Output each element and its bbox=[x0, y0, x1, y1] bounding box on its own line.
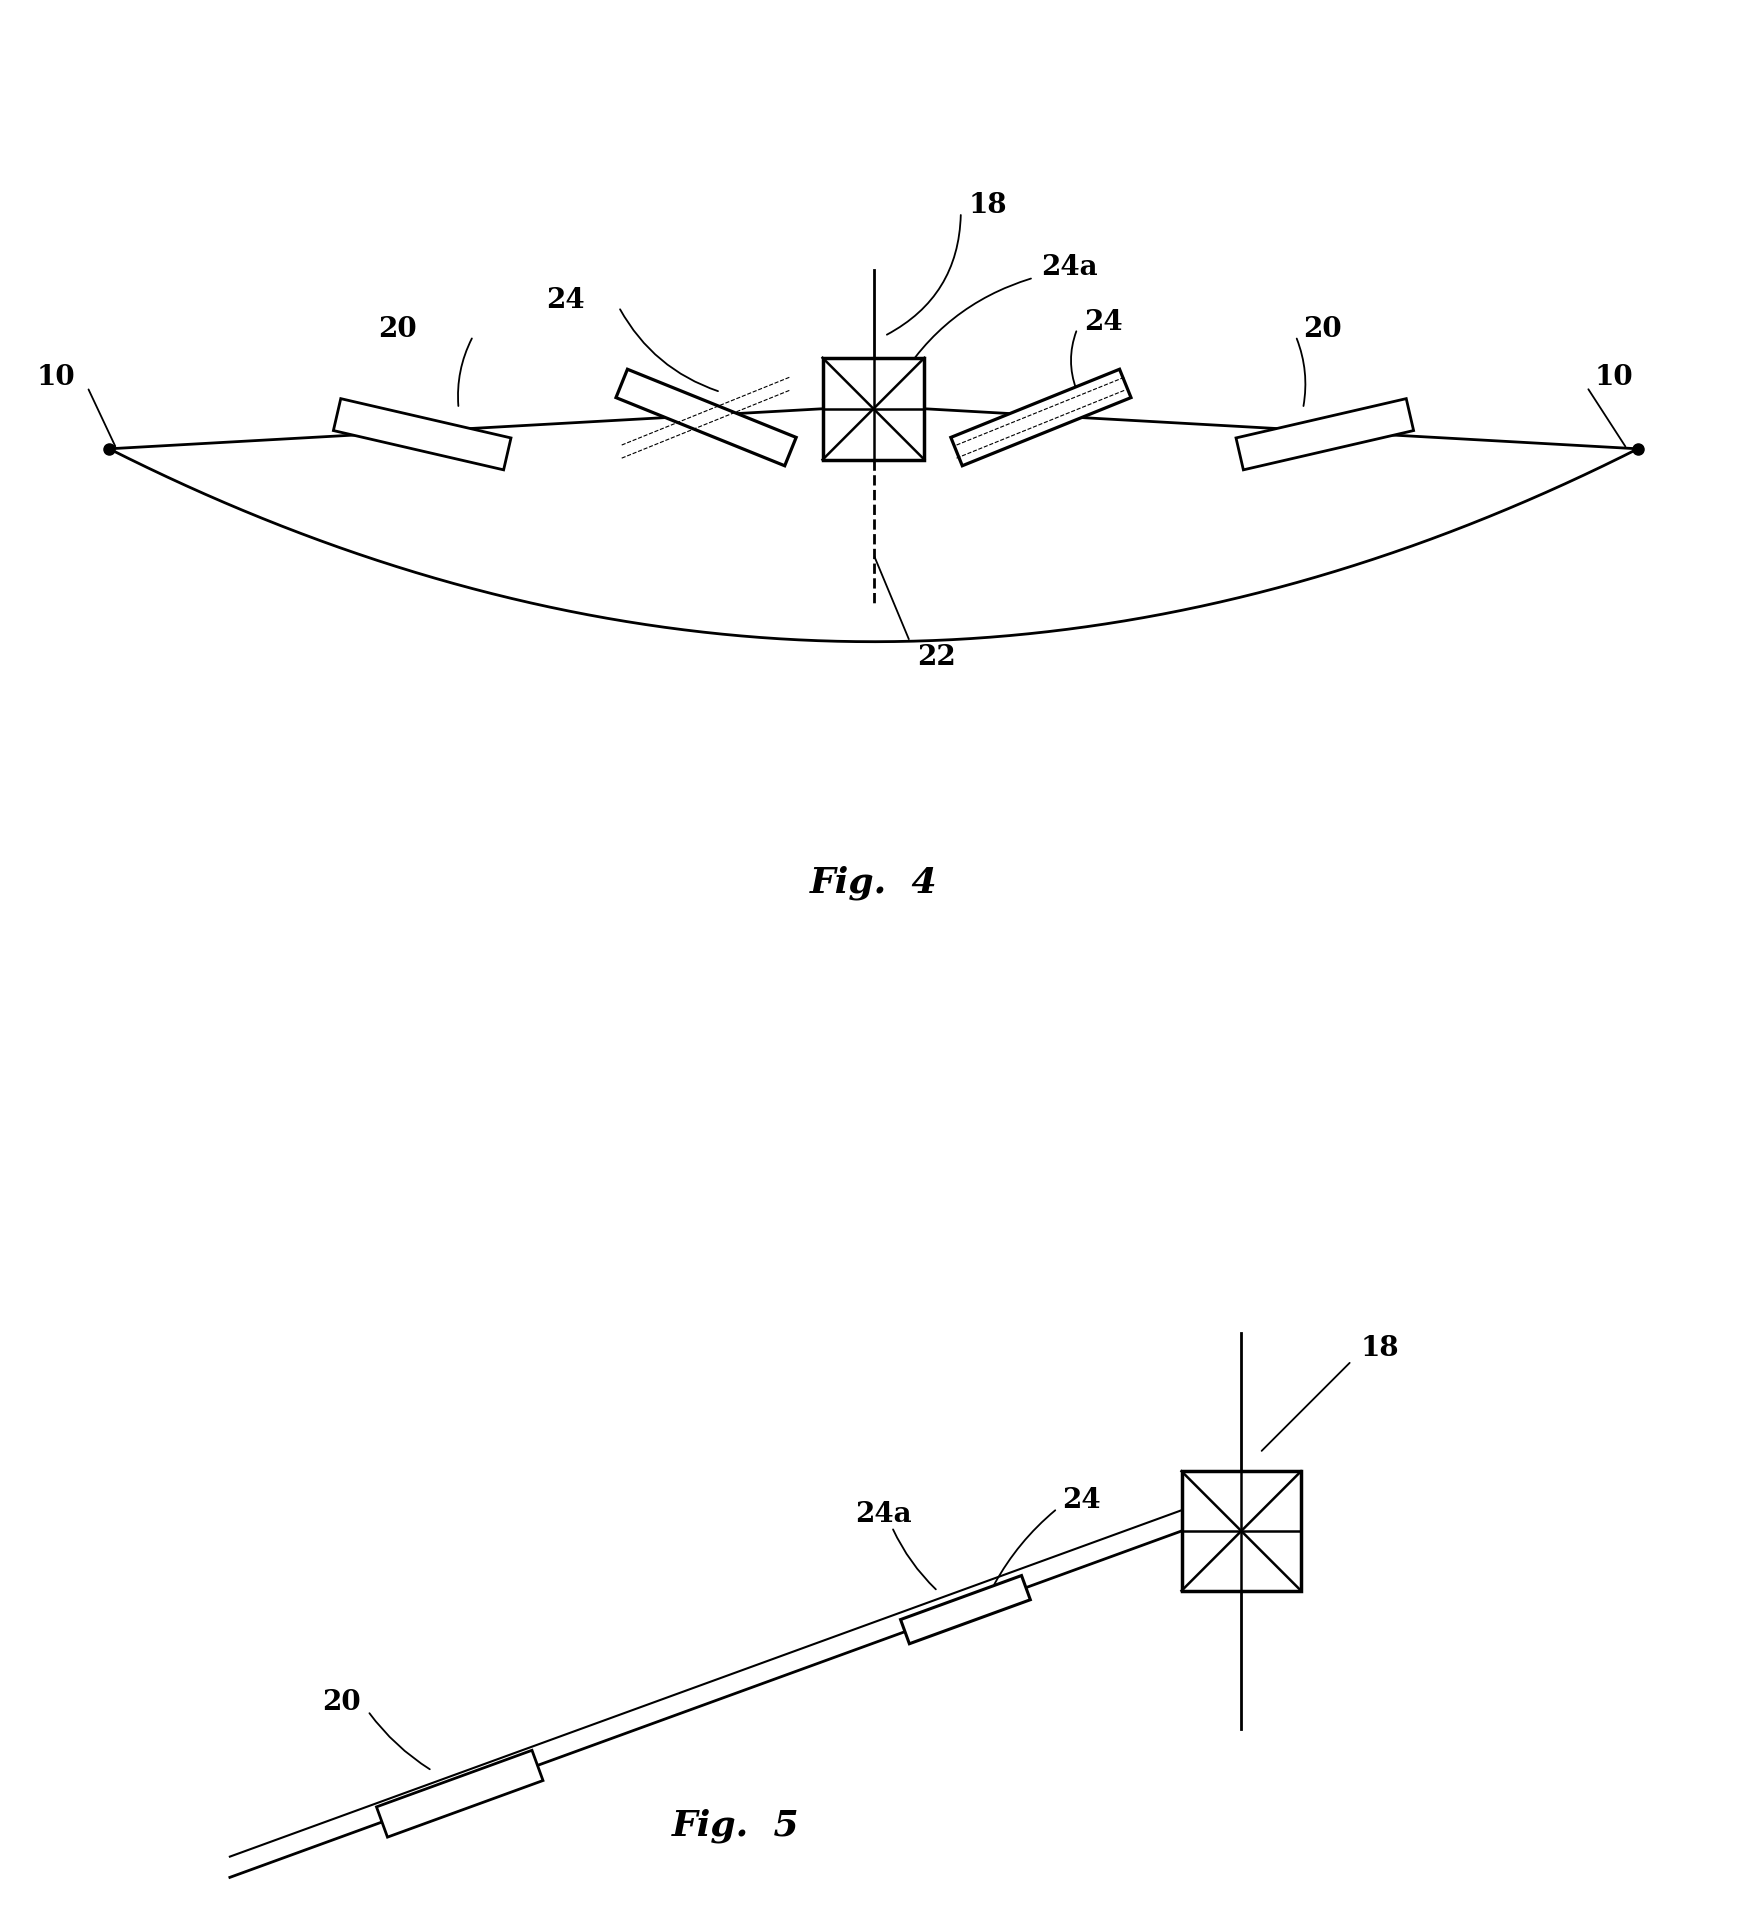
Text: 24: 24 bbox=[1085, 308, 1123, 335]
Text: 20: 20 bbox=[379, 316, 418, 343]
Text: 18: 18 bbox=[1361, 1334, 1399, 1361]
Polygon shape bbox=[950, 369, 1130, 467]
Text: 20: 20 bbox=[321, 1688, 360, 1715]
Text: Fig.  5: Fig. 5 bbox=[673, 1809, 800, 1843]
Text: 24: 24 bbox=[1062, 1485, 1101, 1514]
Text: 22: 22 bbox=[917, 643, 956, 670]
Text: 20: 20 bbox=[1303, 316, 1342, 343]
Text: Fig.  4: Fig. 4 bbox=[809, 865, 938, 900]
Polygon shape bbox=[900, 1575, 1031, 1644]
Text: 10: 10 bbox=[1593, 364, 1633, 390]
Polygon shape bbox=[334, 400, 510, 471]
Polygon shape bbox=[1237, 400, 1413, 471]
Bar bbox=[823, 358, 924, 461]
Text: 24a: 24a bbox=[854, 1501, 912, 1527]
Text: 24a: 24a bbox=[1041, 255, 1097, 281]
Polygon shape bbox=[617, 369, 797, 467]
Text: 24: 24 bbox=[545, 287, 585, 314]
Bar bbox=[1181, 1472, 1302, 1591]
Polygon shape bbox=[376, 1751, 543, 1837]
Text: 10: 10 bbox=[37, 364, 75, 390]
Text: 18: 18 bbox=[968, 191, 1006, 220]
